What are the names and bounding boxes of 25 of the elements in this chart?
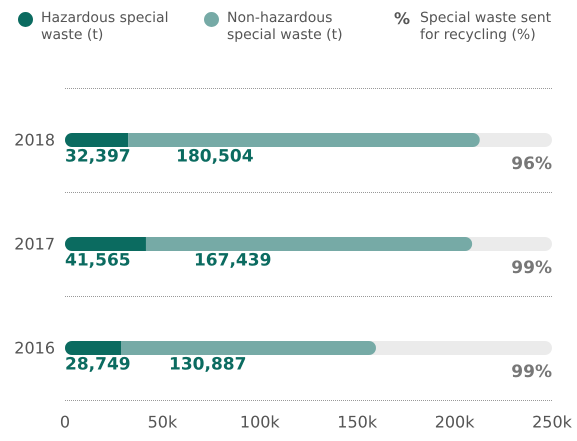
x-tick-label: 50k xyxy=(148,412,178,432)
annotation: 99% xyxy=(511,258,552,278)
data-label: 41,565 xyxy=(65,250,131,270)
annotation: 99% xyxy=(511,362,552,382)
y-tick-label: 2018 xyxy=(14,130,55,150)
bar xyxy=(65,341,122,355)
x-tick-label: 100k xyxy=(240,412,280,432)
text: % xyxy=(394,9,410,28)
legend-label: Non-hazardous special waste (t) xyxy=(227,10,344,44)
legend-label: Hazardous special waste (t) xyxy=(41,10,170,44)
bar xyxy=(65,237,146,251)
x-tick-label: 250k xyxy=(532,412,573,432)
y-tick-label: 2016 xyxy=(14,338,55,358)
data-label: 130,887 xyxy=(169,354,246,374)
data-label: 28,749 xyxy=(65,354,131,374)
x-tick-label: 0 xyxy=(60,412,70,432)
data-label: 180,504 xyxy=(176,146,254,166)
annotation: 96% xyxy=(511,154,552,174)
text: Special waste sent for recycling (%) xyxy=(420,10,552,44)
bar xyxy=(65,133,128,147)
x-tick-label: 150k xyxy=(337,412,378,432)
data-label: 167,439 xyxy=(194,250,272,270)
x-tick-label: 200k xyxy=(434,412,476,432)
data-label: 32,397 xyxy=(65,146,131,166)
y-tick-label: 2017 xyxy=(14,234,55,254)
